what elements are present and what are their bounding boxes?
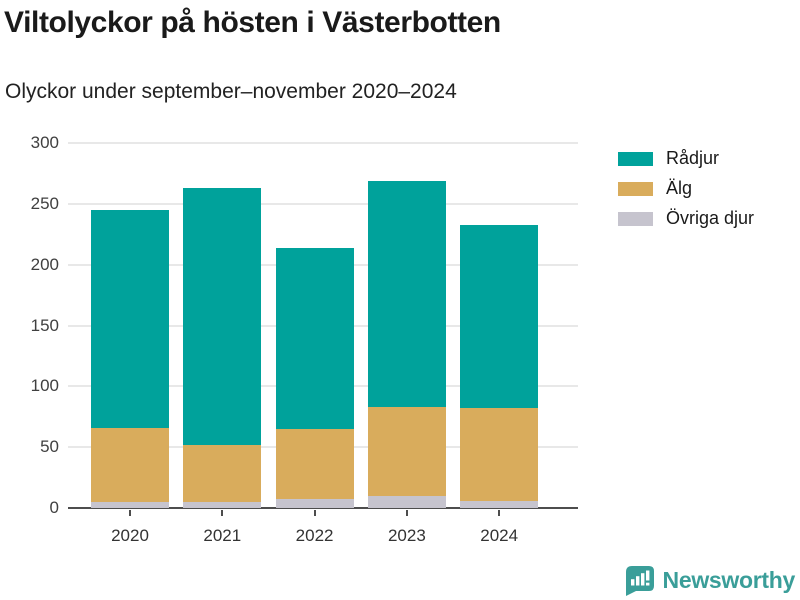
bar-segment-2020-Älg [91, 427, 169, 502]
legend-label: Älg [666, 178, 693, 198]
plot-area: 0 50 100 150 200 250 300 2020 2021 2022 2023 2024 [31, 133, 578, 545]
bar-segment-2020-Rådjur [91, 209, 169, 428]
bar-segment-2023-Älg [367, 407, 446, 496]
x-axis-tick [313, 510, 316, 516]
legend-swatch [618, 181, 653, 196]
x-axis-label: 2020 [111, 526, 149, 545]
bar-segment-2024-Rådjur [460, 224, 539, 409]
y-axis-label: 0 [49, 498, 59, 517]
x-axis-label: 2021 [203, 526, 242, 545]
newsworthy-logo-icon [625, 566, 654, 596]
x-axis-tick [498, 510, 501, 516]
legend-swatch [618, 151, 653, 166]
y-axis-label: 200 [30, 254, 59, 274]
legend-swatch [618, 211, 653, 226]
legend-label: Rådjur [666, 148, 720, 168]
chart-subtitle: Olyckor under september–november 2020–20… [5, 80, 457, 103]
y-axis-label: 100 [30, 376, 59, 396]
y-axis-label: 250 [30, 193, 59, 213]
x-axis-label: 2023 [387, 526, 426, 545]
y-axis-label: 50 [40, 437, 59, 457]
bar-segment-2022-Övriga djur [275, 499, 354, 508]
legend-item: Övriga djur [618, 208, 754, 229]
gridline-250 [68, 202, 578, 205]
x-axis-tick [405, 510, 408, 516]
bar-segment-2023-Rådjur [367, 180, 446, 408]
x-axis-line [68, 507, 578, 509]
legend-item: Rådjur [618, 148, 754, 169]
x-axis-tick [129, 510, 131, 516]
bar-segment-2021-Rådjur [183, 188, 262, 445]
bar-segment-2024-Övriga djur [460, 500, 539, 508]
legend-item: Älg [618, 178, 754, 199]
brand-footer: Newsworthy [623, 564, 795, 597]
bar-segment-2020-Övriga djur [91, 501, 169, 508]
bar-segment-2021-Älg [183, 444, 262, 502]
legend-label: Övriga djur [666, 208, 755, 228]
bar-segment-2024-Älg [460, 408, 539, 501]
chart-title: Viltolyckor på hösten i Västerbotten [4, 6, 501, 39]
bar-segment-2023-Övriga djur [367, 495, 446, 508]
brand-name: Newsworthy [662, 567, 796, 593]
x-axis-tick [221, 510, 224, 516]
x-axis-label: 2022 [295, 526, 334, 545]
bar-segment-2022-Älg [275, 428, 354, 500]
bar-segment-2021-Övriga djur [183, 501, 262, 508]
legend: Rådjur Älg Övriga djur [618, 148, 754, 238]
y-axis-label: 300 [30, 133, 59, 152]
bar-segment-2022-Rådjur [275, 247, 354, 429]
y-axis-label: 150 [30, 315, 59, 335]
x-axis-label: 2024 [480, 526, 519, 545]
gridline-300 [68, 142, 578, 144]
